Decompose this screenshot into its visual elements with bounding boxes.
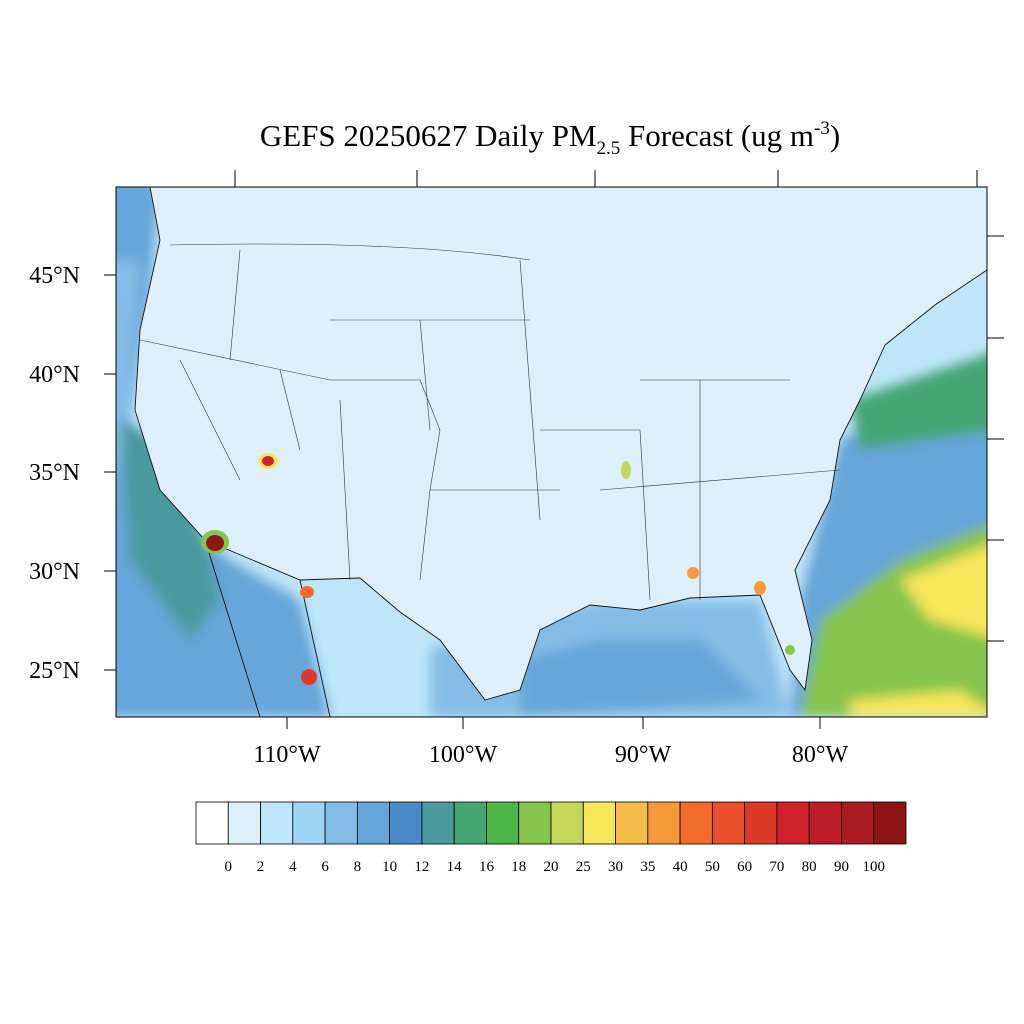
title-main: GEFS 20250627 Daily PM: [260, 118, 597, 153]
colorbar-box: [421, 801, 455, 845]
colorbar-label: 6: [321, 859, 329, 875]
lat-label: 40°N: [29, 362, 80, 388]
colorbar-label: 18: [511, 859, 526, 875]
colorbar-box: [453, 801, 487, 845]
colorbar-label: 10: [382, 859, 397, 875]
colorbar-label: 50: [705, 859, 720, 875]
colorbar-box: [389, 801, 423, 845]
map-frame: [115, 186, 988, 718]
colorbar-label: 4: [289, 859, 297, 875]
hotspot: [300, 586, 314, 598]
colorbar-box: [776, 801, 810, 845]
colorbar-box: [292, 801, 326, 845]
hotspots: [201, 453, 795, 685]
colorbar-label: 60: [737, 859, 752, 875]
title-sup: -3: [814, 118, 830, 139]
frame-ticks: [104, 170, 1004, 729]
lat-label: 35°N: [29, 460, 80, 486]
hotspot: [621, 461, 631, 479]
colorbar-label: 16: [479, 859, 495, 875]
colorbar-label: 40: [673, 859, 688, 875]
colorbar-box: [841, 801, 875, 845]
colorbar-box: [260, 801, 294, 845]
colorbar-label: 8: [354, 859, 362, 875]
colorbar-label: 20: [544, 859, 559, 875]
field: [520, 640, 760, 717]
us-land: [134, 187, 987, 701]
lat-label: 25°N: [29, 658, 80, 684]
state-lines: [139, 243, 841, 601]
hotspot: [262, 456, 274, 466]
colorbar: 0 2 4 6 8 10 12 14 16 18 20 25 30 35 40 50 60 70 80 90 100: [195, 801, 907, 875]
lat-label: 30°N: [29, 559, 80, 585]
hotspot: [687, 567, 699, 579]
lon-label: 110°W: [253, 742, 321, 768]
colorbar-box: [808, 801, 842, 845]
colorbar-label: 80: [802, 859, 817, 875]
hotspot: [206, 535, 224, 551]
colorbar-box: [679, 801, 713, 845]
title-mid: Forecast (ug m: [620, 118, 814, 153]
colorbar-label: 25: [576, 859, 591, 875]
lon-label: 90°W: [615, 742, 672, 768]
colorbar-box: [873, 801, 907, 845]
colorbar-box: [711, 801, 746, 845]
colorbar-box: [324, 801, 358, 845]
hotspot: [785, 645, 795, 655]
colorbar-box: [582, 801, 616, 845]
field: [900, 545, 987, 637]
title-end: ): [830, 118, 840, 153]
colorbar-label: 30: [608, 859, 623, 875]
colorbar-label: 100: [862, 859, 885, 875]
lon-label: 100°W: [429, 742, 498, 768]
title-sub: 2.5: [597, 138, 621, 159]
colorbar-box: [227, 801, 261, 845]
hotspot: [301, 669, 317, 685]
colorbar-box: [647, 801, 681, 845]
colorbar-label: 14: [447, 859, 463, 875]
field: [120, 420, 220, 640]
field: [116, 260, 140, 470]
tick-marks: [104, 170, 1004, 729]
colorbar-label: 12: [414, 859, 429, 875]
hotspot: [754, 581, 766, 595]
colorbar-box: [744, 801, 778, 845]
mexico-coast: [204, 539, 331, 717]
lat-label: 45°N: [29, 263, 80, 289]
colorbar-box: [615, 801, 649, 845]
colorbar-box: [550, 801, 584, 845]
title: GEFS 20250627 Daily PM2.5 Forecast (ug m…: [260, 118, 840, 159]
lon-label: 80°W: [792, 742, 849, 768]
field: [850, 354, 987, 450]
colorbar-label: 90: [834, 859, 849, 875]
map: [116, 187, 987, 717]
colorbar-box: [518, 801, 552, 845]
colorbar-label: 70: [769, 859, 784, 875]
colorbar-box: [486, 801, 520, 845]
field: [850, 690, 987, 717]
colorbar-box: [356, 801, 391, 845]
colorbar-label: 0: [225, 859, 233, 875]
colorbar-label: 2: [257, 859, 265, 875]
axis-labels: 45°N 40°N 35°N 30°N 25°N 110°W 100°W 90°W 80°W: [29, 263, 848, 768]
colorbar-box: [195, 801, 229, 845]
colorbar-label: 35: [640, 859, 655, 875]
